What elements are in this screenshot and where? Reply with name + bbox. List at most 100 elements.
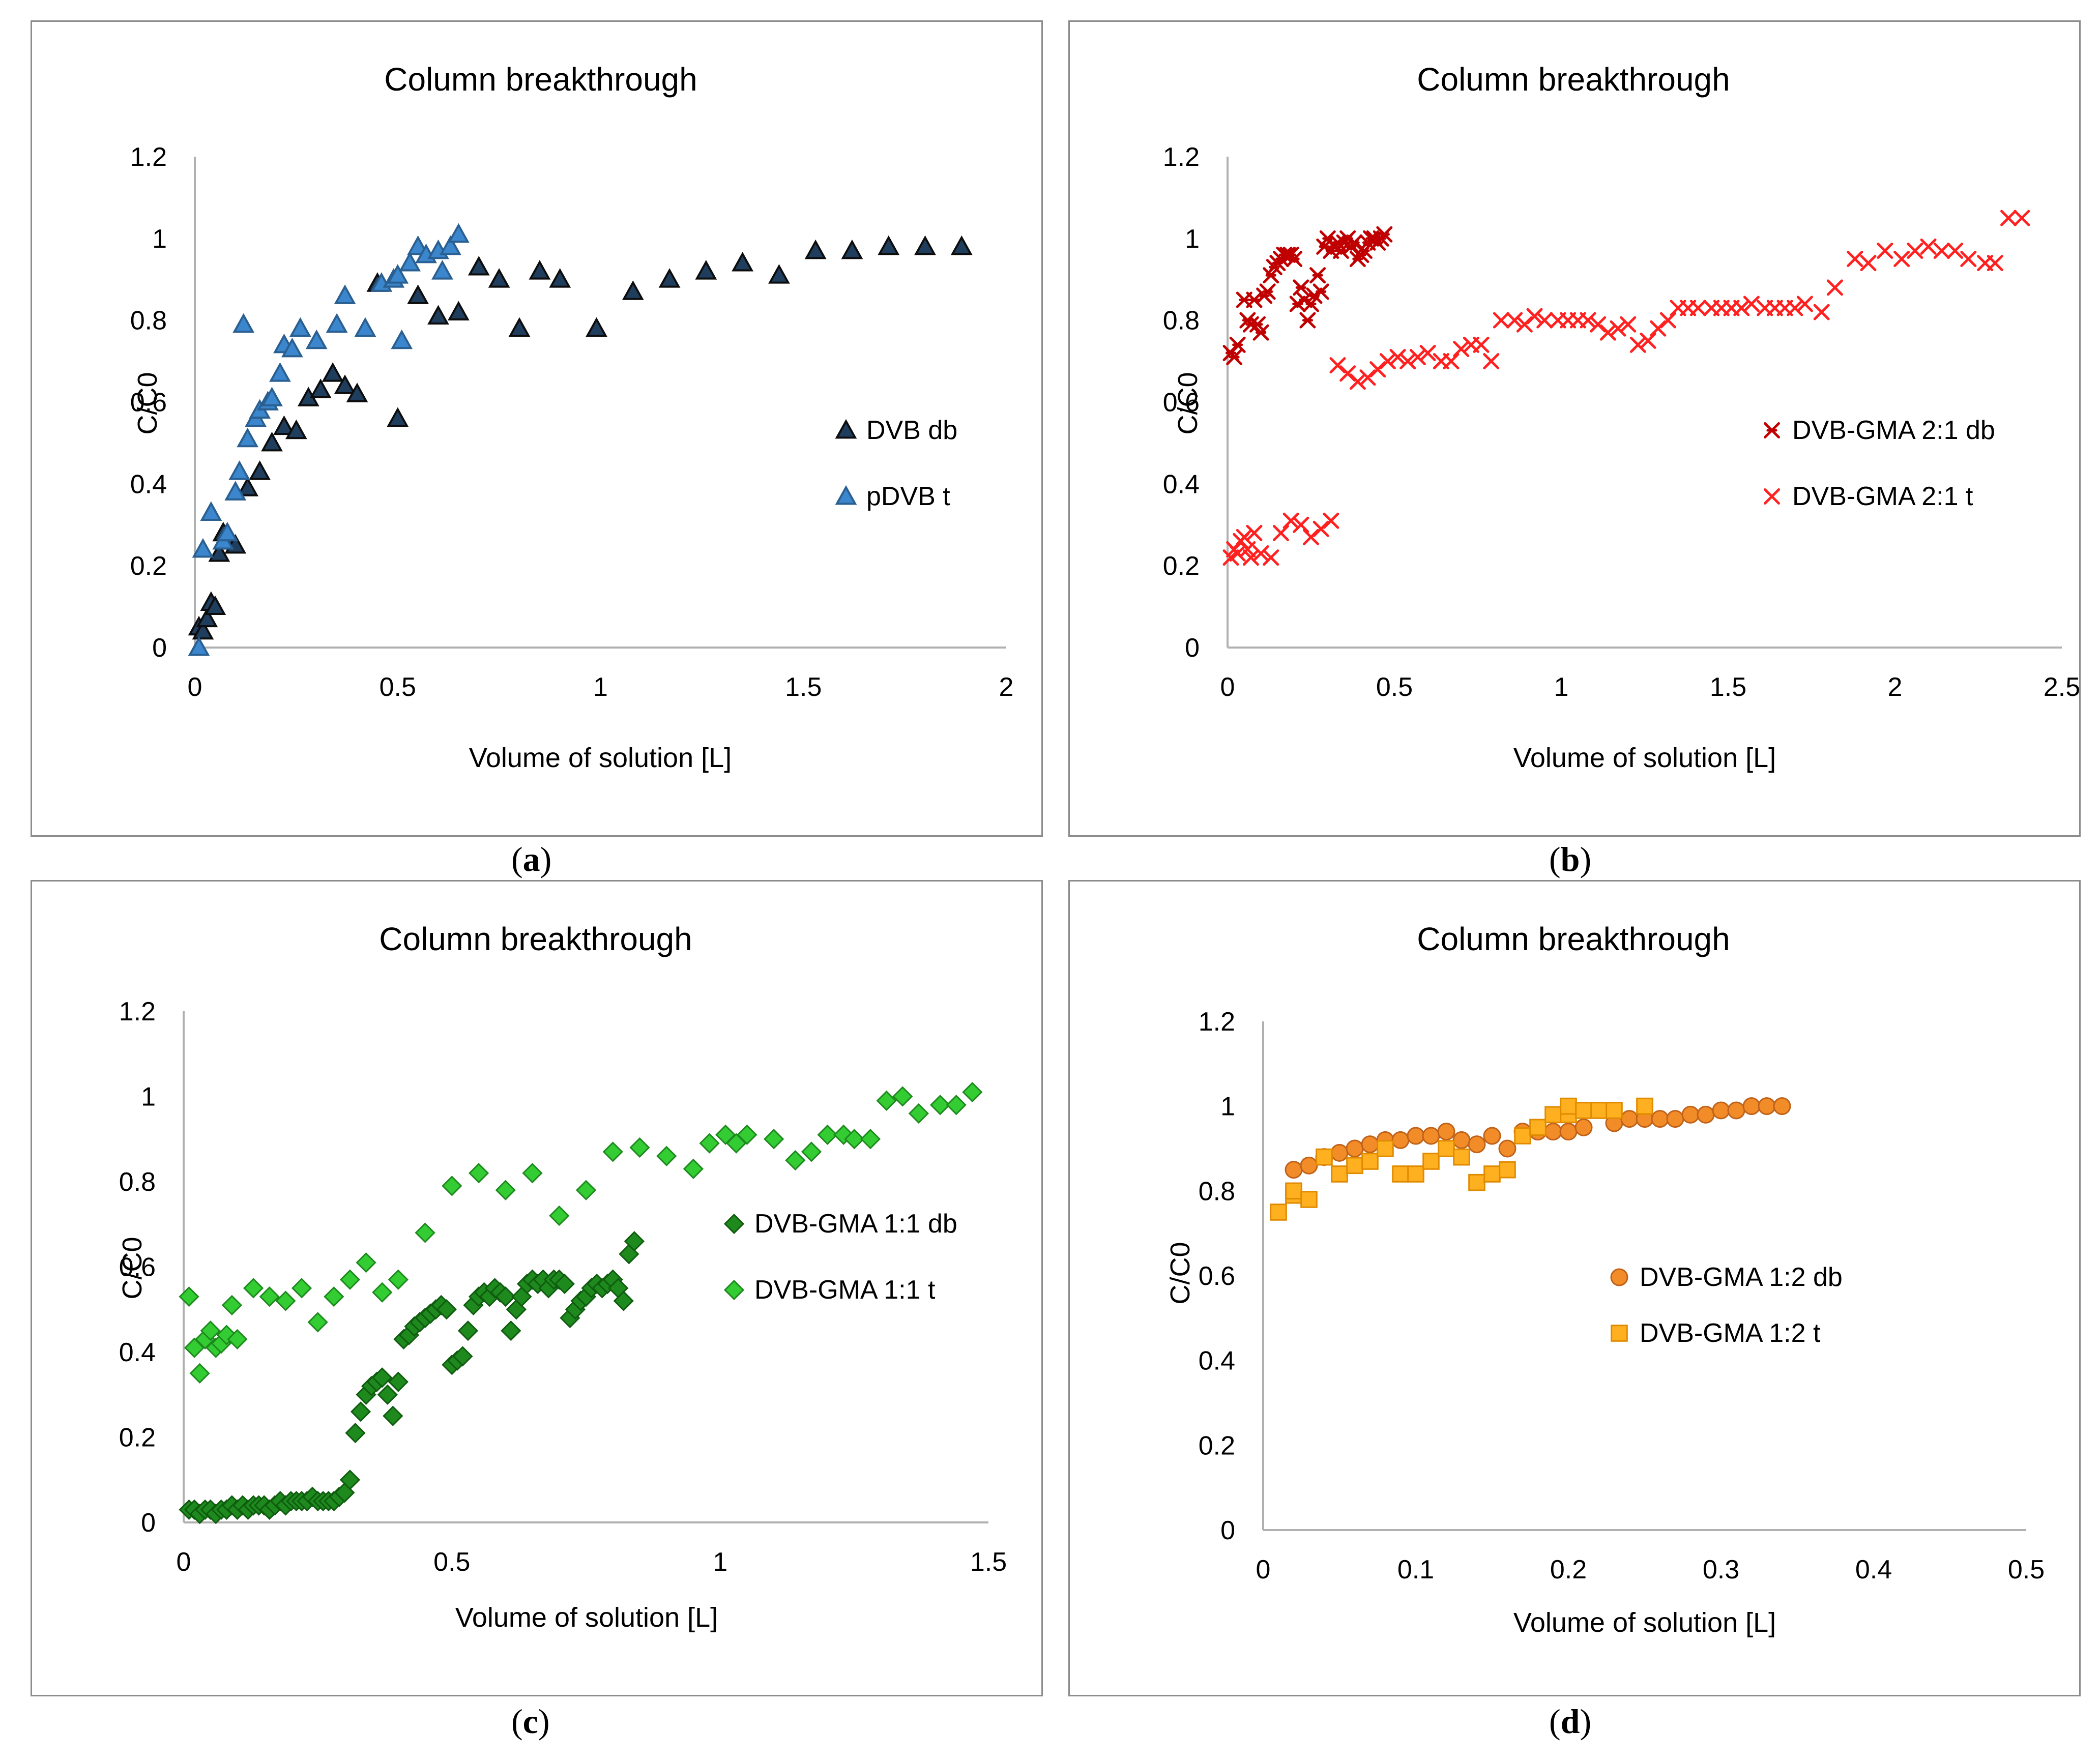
data-point: [1907, 242, 1923, 259]
caption-b: (b): [1549, 840, 1592, 878]
data-point: [1391, 1131, 1410, 1149]
data-point: [1303, 529, 1319, 545]
data-point: [221, 1295, 243, 1315]
data-point: [1438, 1140, 1455, 1157]
data-point: [1536, 312, 1553, 329]
data-point: [1796, 296, 1813, 312]
legend-label: DVB-GMA 2:1 t: [1792, 482, 1973, 511]
data-point: [192, 620, 214, 640]
data-point: [508, 317, 531, 337]
data-point: [1606, 1102, 1623, 1119]
data-point: [228, 460, 251, 480]
data-point: [275, 1290, 296, 1311]
y-tick-label: 1: [152, 224, 167, 254]
legend-marker: [835, 485, 857, 505]
data-point: [1407, 1165, 1424, 1183]
data-point: [1323, 512, 1339, 529]
data-point: [549, 1205, 570, 1226]
data-point: [1300, 1191, 1318, 1208]
x-tick-label: 2.5: [2044, 672, 2079, 702]
data-point: [383, 1405, 403, 1426]
y-tick-label: 0.2: [130, 551, 167, 581]
data-point: [914, 235, 936, 255]
data-point: [629, 1137, 650, 1158]
data-point: [1272, 524, 1289, 541]
caption-c-letter: c: [522, 1702, 538, 1741]
y-tick-label: 0.4: [130, 469, 167, 499]
y-tick-label: 0.8: [1199, 1177, 1235, 1206]
data-point: [1346, 1157, 1363, 1175]
data-point: [624, 1231, 645, 1252]
x-tick-label: 0: [188, 672, 202, 702]
data-point: [1743, 296, 1760, 312]
x-tick-label: 1: [593, 672, 608, 702]
data-point: [399, 251, 421, 272]
data-point: [1773, 1097, 1791, 1116]
y-tick-label: 1.2: [1163, 142, 1200, 172]
data-point: [549, 268, 571, 288]
legend-marker: [835, 419, 857, 439]
data-point: [1270, 1204, 1287, 1221]
data-point: [1285, 1161, 1303, 1179]
data-point: [1309, 267, 1326, 284]
data-point: [1229, 545, 1246, 562]
data-point: [929, 1095, 951, 1116]
legend-marker: [723, 1279, 745, 1301]
data-point: [208, 542, 230, 562]
data-point: [878, 235, 900, 255]
data-point: [334, 374, 356, 394]
y-tick-label: 0.6: [130, 388, 167, 418]
x-tick-label: 1: [713, 1547, 727, 1577]
data-point: [1629, 336, 1646, 353]
data-point: [1422, 1153, 1440, 1170]
data-point: [554, 1273, 575, 1295]
data-point: [189, 1363, 210, 1384]
data-point: [1560, 1097, 1577, 1115]
data-point: [1229, 336, 1246, 353]
data-point: [307, 1312, 328, 1333]
y-tick-label: 1.2: [130, 142, 167, 172]
data-point: [1650, 320, 1667, 337]
data-point: [1847, 251, 1863, 268]
x-tick-label: 0.5: [2008, 1555, 2045, 1584]
data-point: [1733, 300, 1750, 316]
data-point: [249, 460, 271, 480]
x-axis-label: Volume of solution [L]: [469, 743, 732, 773]
panel-a-frame: Column breakthrough 0 0.2 0.4 0.6 0.8 1 1.2 0 0.5…: [31, 20, 1043, 837]
y-tick-label: 0.2: [119, 1423, 156, 1453]
data-point: [447, 301, 470, 320]
data-point: [737, 1124, 757, 1145]
data-point: [1239, 541, 1256, 557]
data-point: [1246, 291, 1263, 308]
data-point: [656, 1146, 677, 1166]
data-point: [356, 1252, 376, 1273]
legend-marker: [1764, 422, 1780, 438]
data-point: [200, 1320, 221, 1341]
data-point: [427, 305, 449, 325]
data-point: [817, 1124, 838, 1145]
data-point: [339, 1470, 361, 1490]
data-point: [1787, 300, 1803, 316]
data-point: [388, 1269, 409, 1290]
y-tick-label: 1.2: [1199, 1007, 1235, 1037]
data-point: [1377, 1140, 1394, 1157]
data-point: [1574, 1118, 1593, 1136]
data-point: [1499, 1161, 1516, 1179]
data-point: [1483, 353, 1500, 370]
data-point: [324, 1286, 344, 1307]
y-tick-label: 0.8: [1163, 306, 1200, 336]
y-tick-label: 1: [1220, 1092, 1235, 1122]
data-point: [529, 260, 551, 280]
data-point: [188, 636, 210, 656]
data-point: [1379, 353, 1396, 370]
caption-a-letter: a: [522, 840, 540, 878]
x-tick-label: 2: [999, 672, 1014, 702]
data-point: [291, 1278, 312, 1299]
data-point: [1330, 1143, 1349, 1162]
data-point: [495, 1286, 516, 1307]
y-tick-label: 0.4: [1199, 1346, 1235, 1376]
caption-d: (d): [1549, 1702, 1592, 1741]
data-point: [841, 239, 863, 259]
data-point: [695, 260, 717, 280]
data-point: [1826, 279, 1843, 296]
